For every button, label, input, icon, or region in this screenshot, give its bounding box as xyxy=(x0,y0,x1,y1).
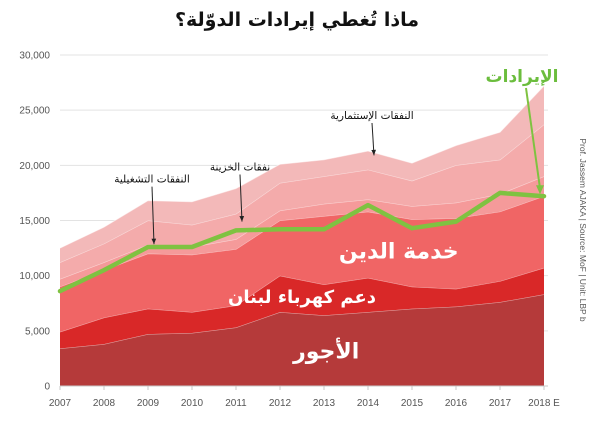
y-tick-label: 30,000 xyxy=(19,51,50,62)
area-series-2 xyxy=(60,196,544,332)
x-tick-label: 2010 xyxy=(181,398,204,409)
annotation-arrowhead xyxy=(371,149,376,156)
x-tick-label: 2011 xyxy=(225,398,247,409)
y-tick-label: 15,000 xyxy=(19,216,50,227)
x-tick-label: 2016 xyxy=(445,398,468,409)
x-tick-label: 2018 E xyxy=(528,398,560,409)
stacked-areas xyxy=(59,85,545,386)
annotation-arrow xyxy=(239,174,243,222)
area-edge-5 xyxy=(59,85,545,249)
revenue-arrowhead xyxy=(536,185,544,195)
area-label: الأجور xyxy=(292,336,359,364)
revenue-line-group xyxy=(57,190,547,294)
axes: 0 5,000 10,000 15,000 20,000 25,000 30,000 2007… xyxy=(19,51,560,410)
labels: الأجور دعم كهرباء لبنان خدمة الدين النفقات … xyxy=(114,67,588,364)
x-tick-label: 2014 xyxy=(357,398,380,409)
revenue-label: الإيرادات xyxy=(486,67,559,87)
y-tick-label: 25,000 xyxy=(19,106,50,117)
area-label: دعم كهرباء لبنان xyxy=(228,287,376,308)
x-tick-label: 2013 xyxy=(313,398,336,409)
area-series-4 xyxy=(60,124,544,279)
area-series-5 xyxy=(60,85,544,263)
annotation-arrowhead xyxy=(239,215,245,222)
y-tick-label: 5,000 xyxy=(25,326,50,337)
area-label: خدمة الدين xyxy=(339,239,459,264)
x-tick-label: 2009 xyxy=(137,398,160,409)
annotation-arrow xyxy=(151,186,155,245)
x-tick-label: 2012 xyxy=(269,398,292,409)
x-tick-label: 2007 xyxy=(49,398,72,409)
x-tick-label: 2015 xyxy=(401,398,424,409)
area-series-0 xyxy=(60,294,544,386)
source-note: Prof. Jassem AJAKA | Source: MoF | Unit:… xyxy=(578,138,588,322)
y-tick-label: 0 xyxy=(44,382,50,393)
revenue-arrow xyxy=(525,87,541,189)
chart-title: ماذا تُغطي إيرادات الدوّلة؟ xyxy=(175,9,419,31)
y-tick-label: 10,000 xyxy=(19,271,50,282)
y-tick-label: 20,000 xyxy=(19,161,50,172)
annotation-arrowhead xyxy=(151,238,157,245)
annotation-label: النفقات الإستثمارية xyxy=(330,110,413,122)
x-tick-label: 2008 xyxy=(93,398,116,409)
annotation-label: نفقات الخزينة xyxy=(210,162,270,174)
annotation-label: النفقات التشغيلية xyxy=(114,174,190,186)
x-tick-label: 2017 xyxy=(489,398,512,409)
revenue-line xyxy=(57,190,547,294)
area-series-1 xyxy=(60,267,544,349)
